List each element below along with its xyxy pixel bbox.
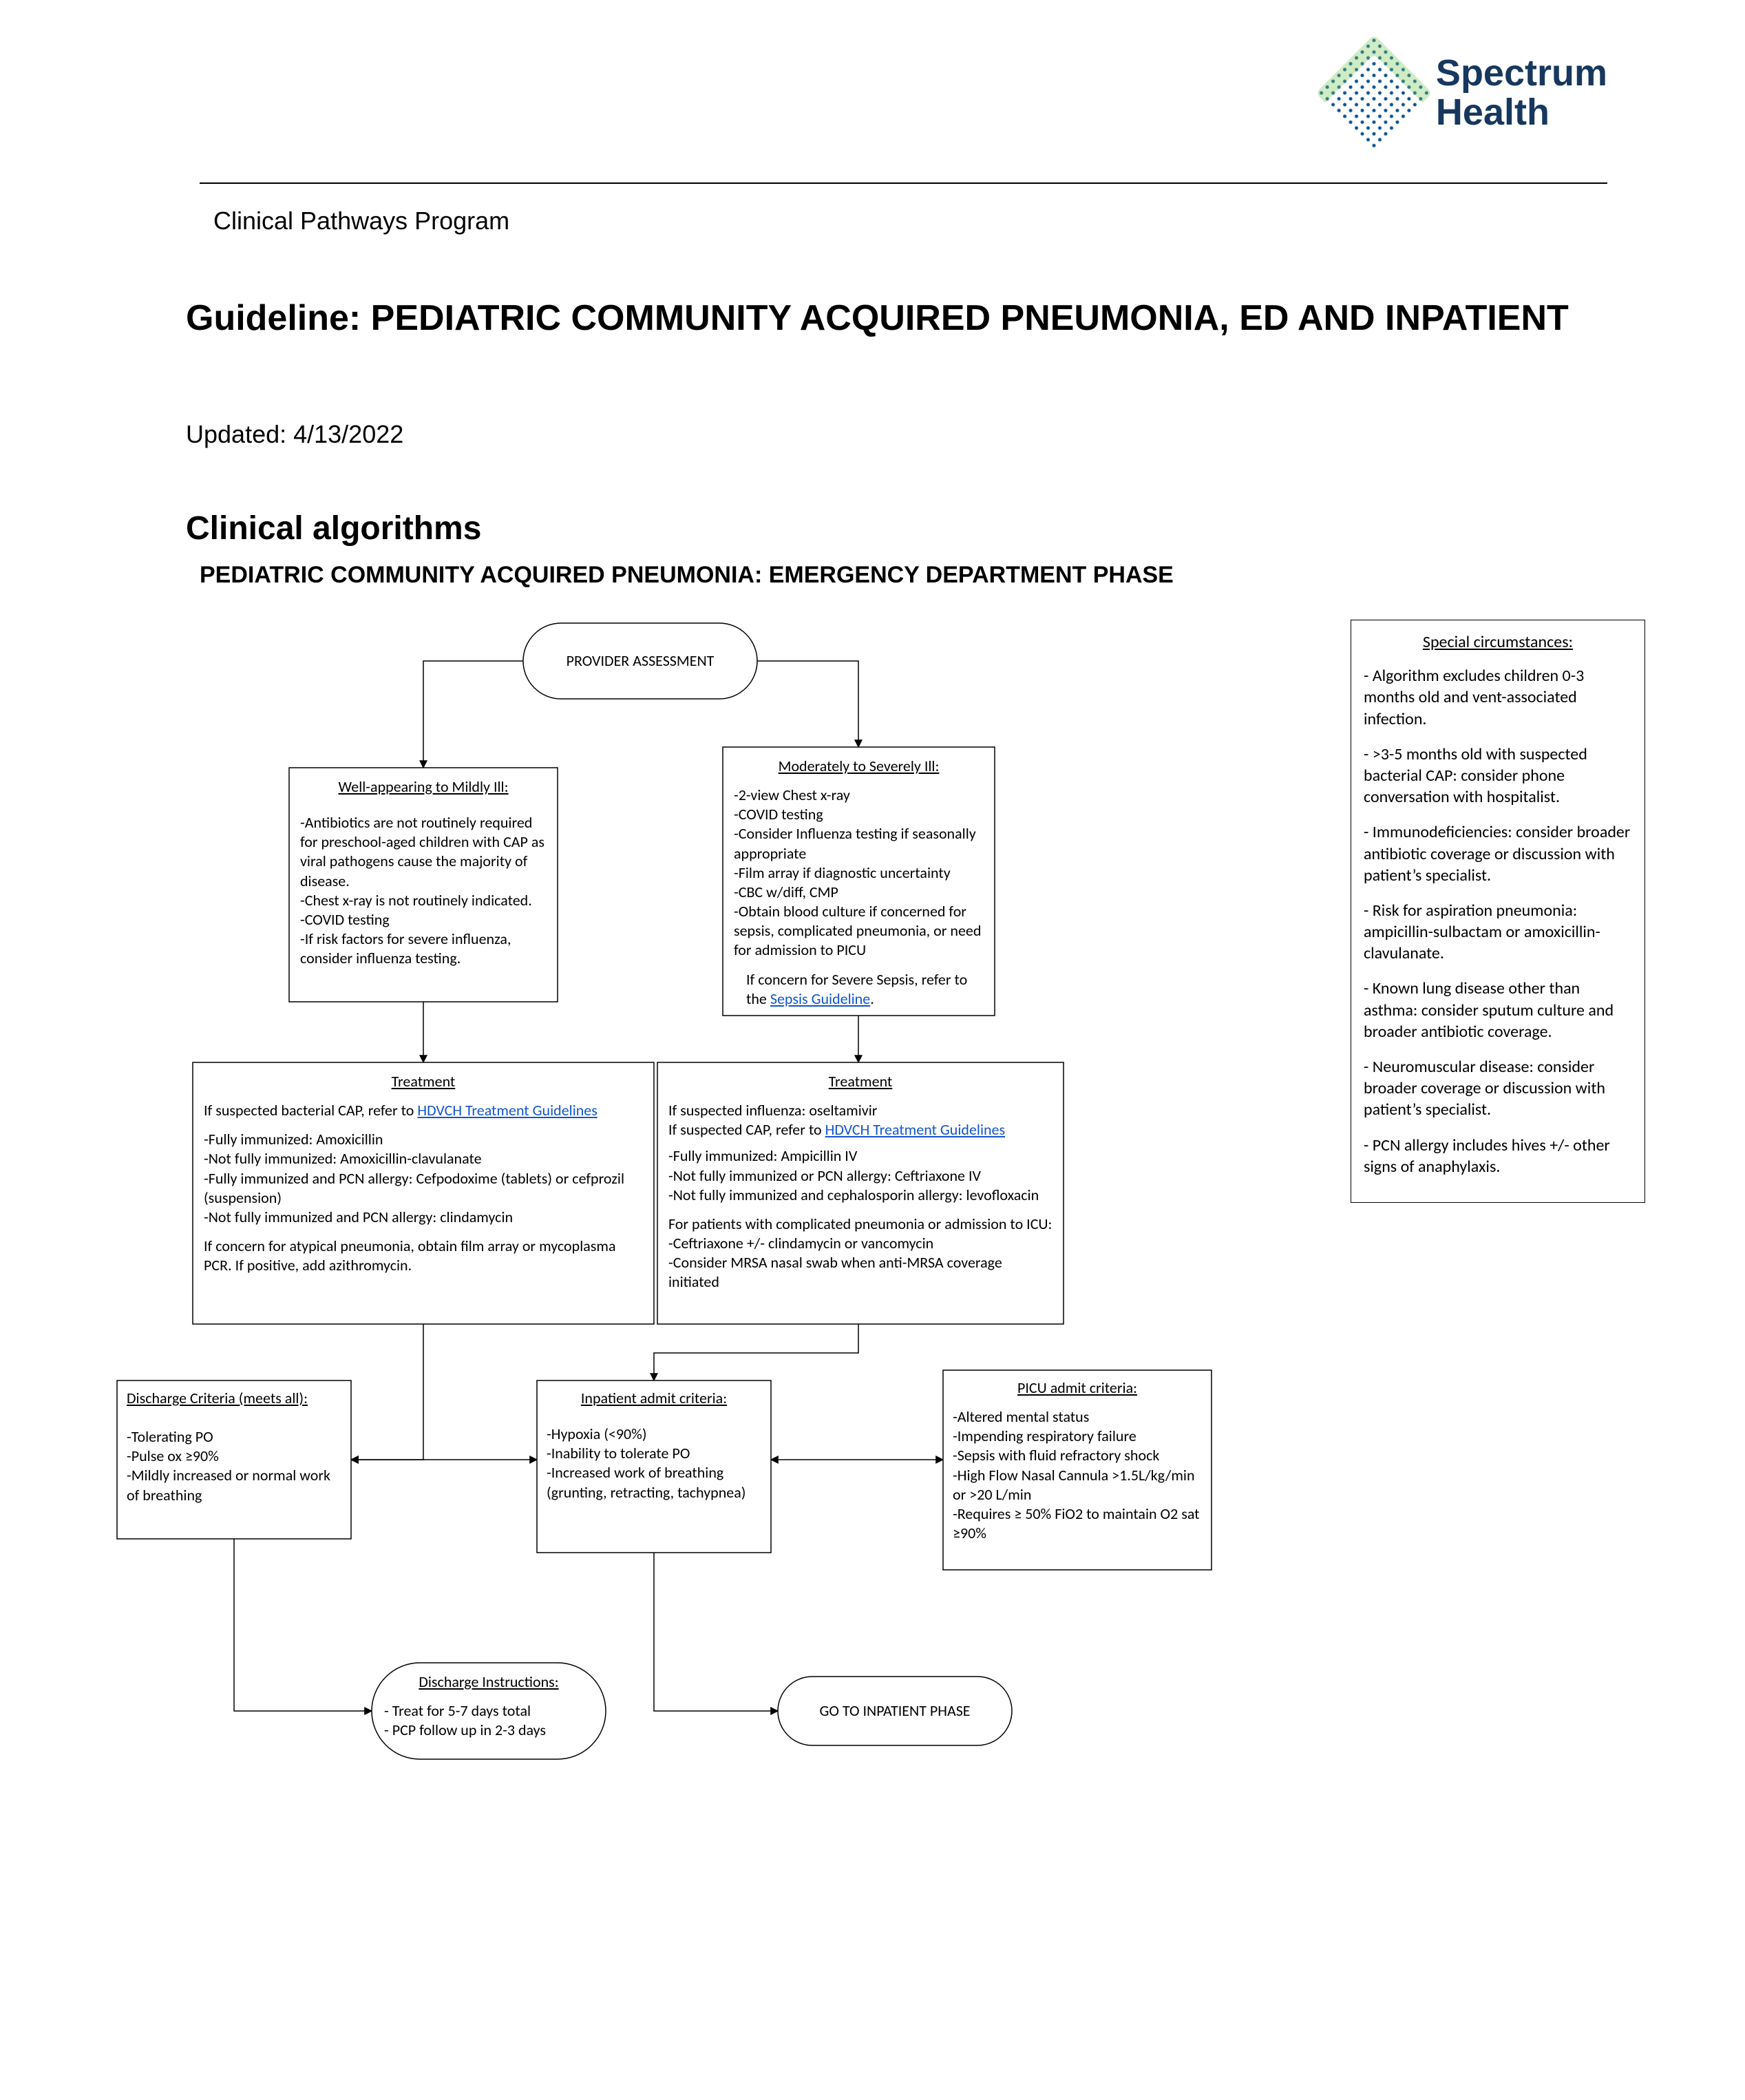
updated-date: Updated: 4/13/2022: [186, 420, 403, 449]
hdvch-guidelines-link[interactable]: HDVCH Treatment Guidelines: [825, 1120, 1006, 1139]
special-circumstances-box: Special circumstances: - Algorithm exclu…: [1351, 620, 1645, 1203]
page-title: Guideline: PEDIATRIC COMMUNITY ACQUIRED …: [186, 296, 1607, 341]
special-circumstances-title: Special circumstances:: [1364, 631, 1632, 653]
special-circumstances-item: - Algorithm excludes children 0-3 months…: [1364, 665, 1632, 730]
special-circumstances-item: - Known lung disease other than asthma: …: [1364, 978, 1632, 1042]
header-divider: [200, 182, 1607, 184]
special-circumstances-item: - Neuromuscular disease: consider broade…: [1364, 1056, 1632, 1121]
flowchart: PROVIDER ASSESSMENTWell-appearing to Mil…: [103, 616, 1390, 1814]
hdvch-guidelines-link[interactable]: HDVCH Treatment Guidelines: [417, 1101, 597, 1120]
sepsis-guideline-link[interactable]: Sepsis Guideline: [770, 989, 870, 1008]
special-circumstances-item: - PCN allergy includes hives +/- other s…: [1364, 1135, 1632, 1177]
special-circumstances-item: - >3-5 months old with suspected bacteri…: [1364, 744, 1632, 808]
section-heading: Clinical algorithms: [186, 510, 481, 547]
logo-mark-icon: [1315, 34, 1432, 151]
brand-name: Spectrum Health: [1436, 54, 1607, 132]
document-page: Spectrum Health Clinical Pathways Progra…: [0, 0, 1745, 2100]
program-label: Clinical Pathways Program: [213, 207, 509, 235]
flow-edge: [351, 1324, 423, 1460]
flow-edge: [654, 1553, 778, 1711]
special-circumstances-item: - Risk for aspiration pneumonia: ampicil…: [1364, 900, 1632, 965]
flow-edge: [654, 1324, 858, 1380]
flow-edge: [234, 1539, 372, 1711]
brand-logo: Spectrum Health: [1333, 52, 1607, 134]
special-circumstances-item: - Immunodeficiencies: consider broader a…: [1364, 821, 1632, 886]
phase-heading: PEDIATRIC COMMUNITY ACQUIRED PNEUMONIA: …: [200, 562, 1607, 589]
